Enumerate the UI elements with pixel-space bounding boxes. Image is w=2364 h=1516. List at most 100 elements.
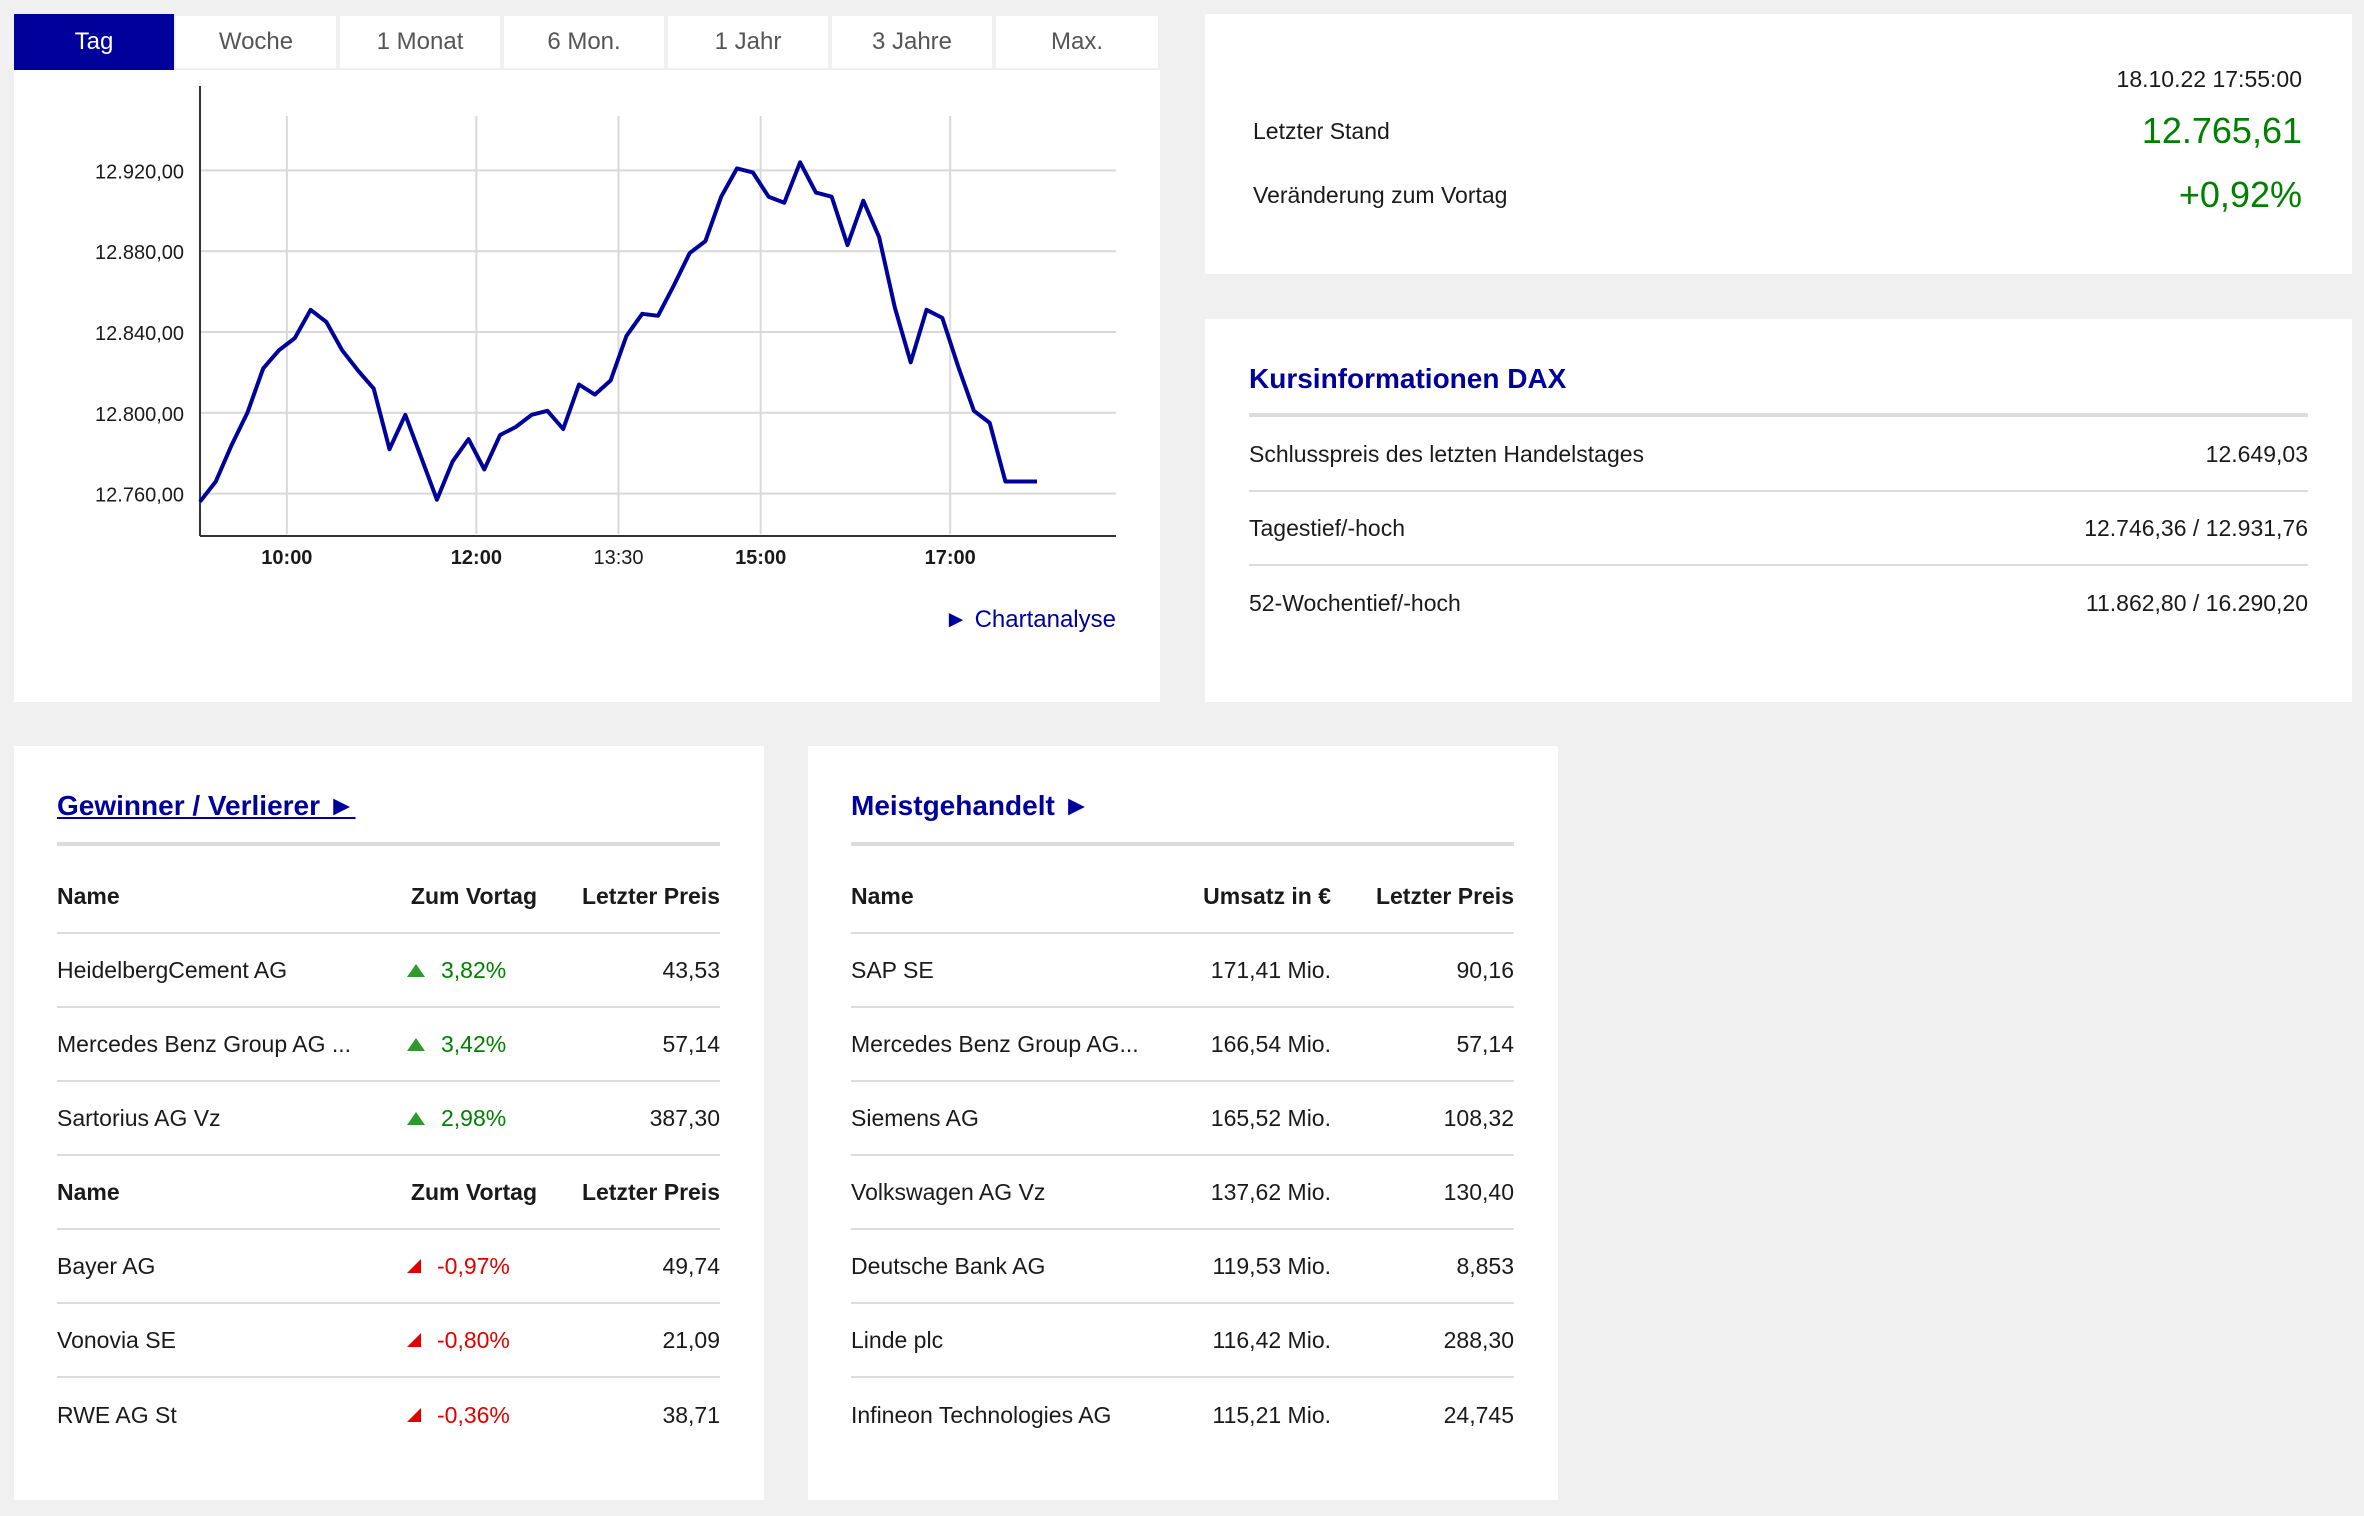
table-row[interactable]: HeidelbergCement AG 3,82% 43,53 xyxy=(57,934,720,1008)
price-cell: 8,853 xyxy=(1456,1252,1514,1279)
price-cell: 130,40 xyxy=(1443,1178,1514,1205)
table-row[interactable]: Volkswagen AG Vz 137,62 Mio. 130,40 xyxy=(851,1156,1514,1230)
tab-woche[interactable]: Woche xyxy=(174,14,338,70)
table-row[interactable]: Infineon Technologies AG 115,21 Mio. 24,… xyxy=(851,1378,1514,1452)
change-cell: 3,42% xyxy=(407,1031,537,1058)
y-tick-label: 12.880,00 xyxy=(95,242,184,264)
chartanalyse-label: Chartanalyse xyxy=(974,606,1116,633)
stock-name[interactable]: Linde plc xyxy=(851,1326,944,1353)
info-value: 12.746,36 / 12.931,76 xyxy=(2084,514,2308,541)
price-cell: 57,14 xyxy=(662,1030,720,1057)
change-value: -0,97% xyxy=(437,1252,510,1279)
play-triangle-icon: ► xyxy=(944,606,968,633)
most-traded-title-link[interactable]: Meistgehandelt ► xyxy=(851,790,1091,821)
last-price-row: Letzter Stand 12.765,61 xyxy=(1253,110,2302,152)
header-change: Zum Vortag xyxy=(410,1178,537,1205)
arrow-down-icon xyxy=(407,1259,421,1273)
price-cell: 57,14 xyxy=(1456,1030,1514,1057)
chartanalyse-link[interactable]: ► Chartanalyse xyxy=(944,606,1116,634)
tab-max[interactable]: Max. xyxy=(994,14,1160,70)
index-info-title: Kursinformationen DAX xyxy=(1249,363,1567,394)
y-tick-label: 12.840,00 xyxy=(95,323,184,345)
tab-1-monat[interactable]: 1 Monat xyxy=(338,14,502,70)
stock-name[interactable]: Deutsche Bank AG xyxy=(851,1252,1046,1279)
y-tick-label: 12.760,00 xyxy=(95,485,184,507)
info-value: 12.649,03 xyxy=(2205,440,2308,467)
change-cell: -0,97% xyxy=(407,1253,537,1280)
most-traded-panel: Meistgehandelt ► Name Umsatz in € Letzte… xyxy=(808,746,1558,1500)
price-cell: 49,74 xyxy=(662,1252,720,1279)
change-label: Veränderung zum Vortag xyxy=(1253,181,1508,208)
stock-name[interactable]: Sartorius AG Vz xyxy=(57,1104,221,1131)
price-cell: 387,30 xyxy=(649,1104,720,1131)
table-row[interactable]: Siemens AG 165,52 Mio. 108,32 xyxy=(851,1082,1514,1156)
stock-name[interactable]: SAP SE xyxy=(851,956,934,983)
chart-panel: Tag Woche 1 Monat 6 Mon. 1 Jahr 3 Jahre … xyxy=(14,14,1160,702)
table-row[interactable]: SAP SE 171,41 Mio. 90,16 xyxy=(851,934,1514,1008)
price-cell: 43,53 xyxy=(662,956,720,983)
table-row[interactable]: Vonovia SE -0,80% 21,09 xyxy=(57,1304,720,1378)
arrow-up-icon xyxy=(407,963,425,977)
info-label: 52-Wochentief/-hoch xyxy=(1249,589,1461,616)
stock-name[interactable]: Vonovia SE xyxy=(57,1326,176,1353)
x-tick-label: 17:00 xyxy=(925,547,976,569)
stock-name[interactable]: Mercedes Benz Group AG... xyxy=(851,1030,1139,1057)
table-header-row: Name Umsatz in € Letzter Preis xyxy=(851,860,1514,934)
info-label: Tagestief/-hoch xyxy=(1249,514,1405,541)
stock-name[interactable]: Siemens AG xyxy=(851,1104,979,1131)
change-value: +0,92% xyxy=(2178,174,2302,215)
change-value: 3,82% xyxy=(441,956,507,983)
most-traded-table: Name Umsatz in € Letzter Preis SAP SE 17… xyxy=(851,860,1514,1452)
x-tick-label: 10:00 xyxy=(261,547,312,569)
change-cell: -0,36% xyxy=(407,1402,537,1429)
y-tick-label: 12.800,00 xyxy=(95,404,184,426)
table-row[interactable]: Deutsche Bank AG 119,53 Mio. 8,853 xyxy=(851,1230,1514,1304)
header-name: Name xyxy=(851,882,914,909)
x-tick-label: 15:00 xyxy=(735,547,786,569)
change-value: 3,42% xyxy=(441,1030,507,1057)
price-cell: 38,71 xyxy=(662,1401,720,1428)
last-price-value: 12.765,61 xyxy=(2141,110,2302,151)
table-row[interactable]: RWE AG St -0,36% 38,71 xyxy=(57,1378,720,1452)
table-row[interactable]: Sartorius AG Vz 2,98% 387,30 xyxy=(57,1082,720,1156)
table-row[interactable]: Linde plc 116,42 Mio. 288,30 xyxy=(851,1304,1514,1378)
timeframe-tabs: Tag Woche 1 Monat 6 Mon. 1 Jahr 3 Jahre … xyxy=(14,14,1160,70)
winners-losers-table: Name Zum Vortag Letzter Preis Heidelberg… xyxy=(57,860,720,1452)
stock-name[interactable]: Mercedes Benz Group AG ... xyxy=(57,1030,352,1057)
stock-name[interactable]: RWE AG St xyxy=(57,1401,177,1428)
volume-cell: 166,54 Mio. xyxy=(1210,1030,1331,1057)
table-header-row: Name Zum Vortag Letzter Preis xyxy=(57,860,720,934)
info-row-day-range: Tagestief/-hoch 12.746,36 / 12.931,76 xyxy=(1249,492,2308,566)
price-cell: 90,16 xyxy=(1456,956,1514,983)
stock-name[interactable]: Volkswagen AG Vz xyxy=(851,1178,1046,1205)
stock-name[interactable]: HeidelbergCement AG xyxy=(57,956,288,983)
winners-losers-title-link[interactable]: Gewinner / Verlierer ► xyxy=(57,790,356,821)
tab-tag[interactable]: Tag xyxy=(14,14,174,70)
arrow-up-icon xyxy=(407,1111,425,1125)
change-cell: -0,80% xyxy=(407,1327,537,1354)
price-cell: 288,30 xyxy=(1443,1326,1514,1353)
stock-name[interactable]: Infineon Technologies AG xyxy=(851,1401,1112,1428)
stock-name[interactable]: Bayer AG xyxy=(57,1252,156,1279)
volume-cell: 171,41 Mio. xyxy=(1210,956,1331,983)
tab-6-mon[interactable]: 6 Mon. xyxy=(502,14,666,70)
tab-1-jahr[interactable]: 1 Jahr xyxy=(666,14,830,70)
winners-losers-panel: Gewinner / Verlierer ► Name Zum Vortag L… xyxy=(14,746,764,1500)
table-header-row: Name Zum Vortag Letzter Preis xyxy=(57,1156,720,1230)
header-price: Letzter Preis xyxy=(581,1178,720,1205)
change-cell: 3,82% xyxy=(407,957,537,984)
quote-panel: 18.10.22 17:55:00 Letzter Stand 12.765,6… xyxy=(1205,14,2352,274)
table-row[interactable]: Mercedes Benz Group AG... 166,54 Mio. 57… xyxy=(851,1008,1514,1082)
arrow-up-icon xyxy=(407,1037,425,1051)
volume-cell: 165,52 Mio. xyxy=(1210,1104,1331,1131)
header-price: Letzter Preis xyxy=(581,882,720,909)
table-row[interactable]: Bayer AG -0,97% 49,74 xyxy=(57,1230,720,1304)
title-divider xyxy=(1249,413,2308,417)
tab-3-jahre[interactable]: 3 Jahre xyxy=(830,14,994,70)
volume-cell: 116,42 Mio. xyxy=(1212,1326,1331,1353)
header-name: Name xyxy=(57,882,120,909)
price-cell: 21,09 xyxy=(662,1326,720,1353)
table-row[interactable]: Mercedes Benz Group AG ... 3,42% 57,14 xyxy=(57,1008,720,1082)
header-name: Name xyxy=(57,1178,120,1205)
intraday-line-chart[interactable]: 12.760,00 12.800,00 12.840,00 12.880,00 12.9… xyxy=(14,84,1160,584)
